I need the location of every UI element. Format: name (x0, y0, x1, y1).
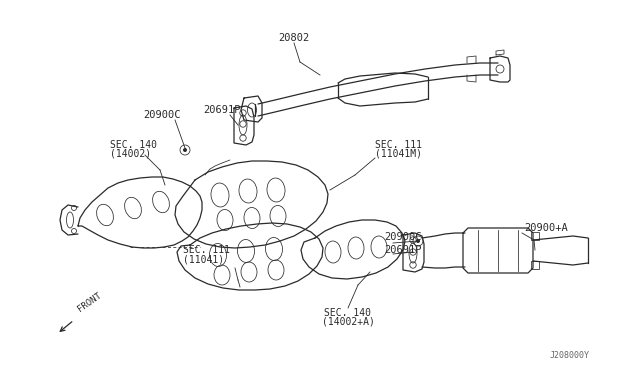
Circle shape (183, 148, 187, 152)
Circle shape (416, 239, 420, 243)
Text: (14002+A): (14002+A) (321, 317, 374, 327)
Text: (11041): (11041) (183, 254, 224, 264)
Text: 20900C: 20900C (384, 232, 422, 242)
Text: 20900C: 20900C (143, 110, 180, 120)
Text: SEC. 140: SEC. 140 (110, 140, 157, 150)
Text: SEC. 140: SEC. 140 (324, 308, 371, 318)
Text: SEC. 111: SEC. 111 (375, 140, 422, 150)
Text: SEC. 111: SEC. 111 (183, 245, 230, 255)
Text: 20691P: 20691P (384, 245, 422, 255)
Bar (531, 232, 539, 240)
Text: 20900+A: 20900+A (524, 223, 568, 233)
Bar (531, 261, 539, 269)
Text: J208000Y: J208000Y (550, 351, 590, 360)
Text: 20691P: 20691P (204, 105, 241, 115)
Text: FRONT: FRONT (76, 291, 103, 314)
Text: 20802: 20802 (278, 33, 310, 43)
Text: (14002): (14002) (110, 149, 151, 159)
Text: (11041M): (11041M) (375, 149, 422, 159)
